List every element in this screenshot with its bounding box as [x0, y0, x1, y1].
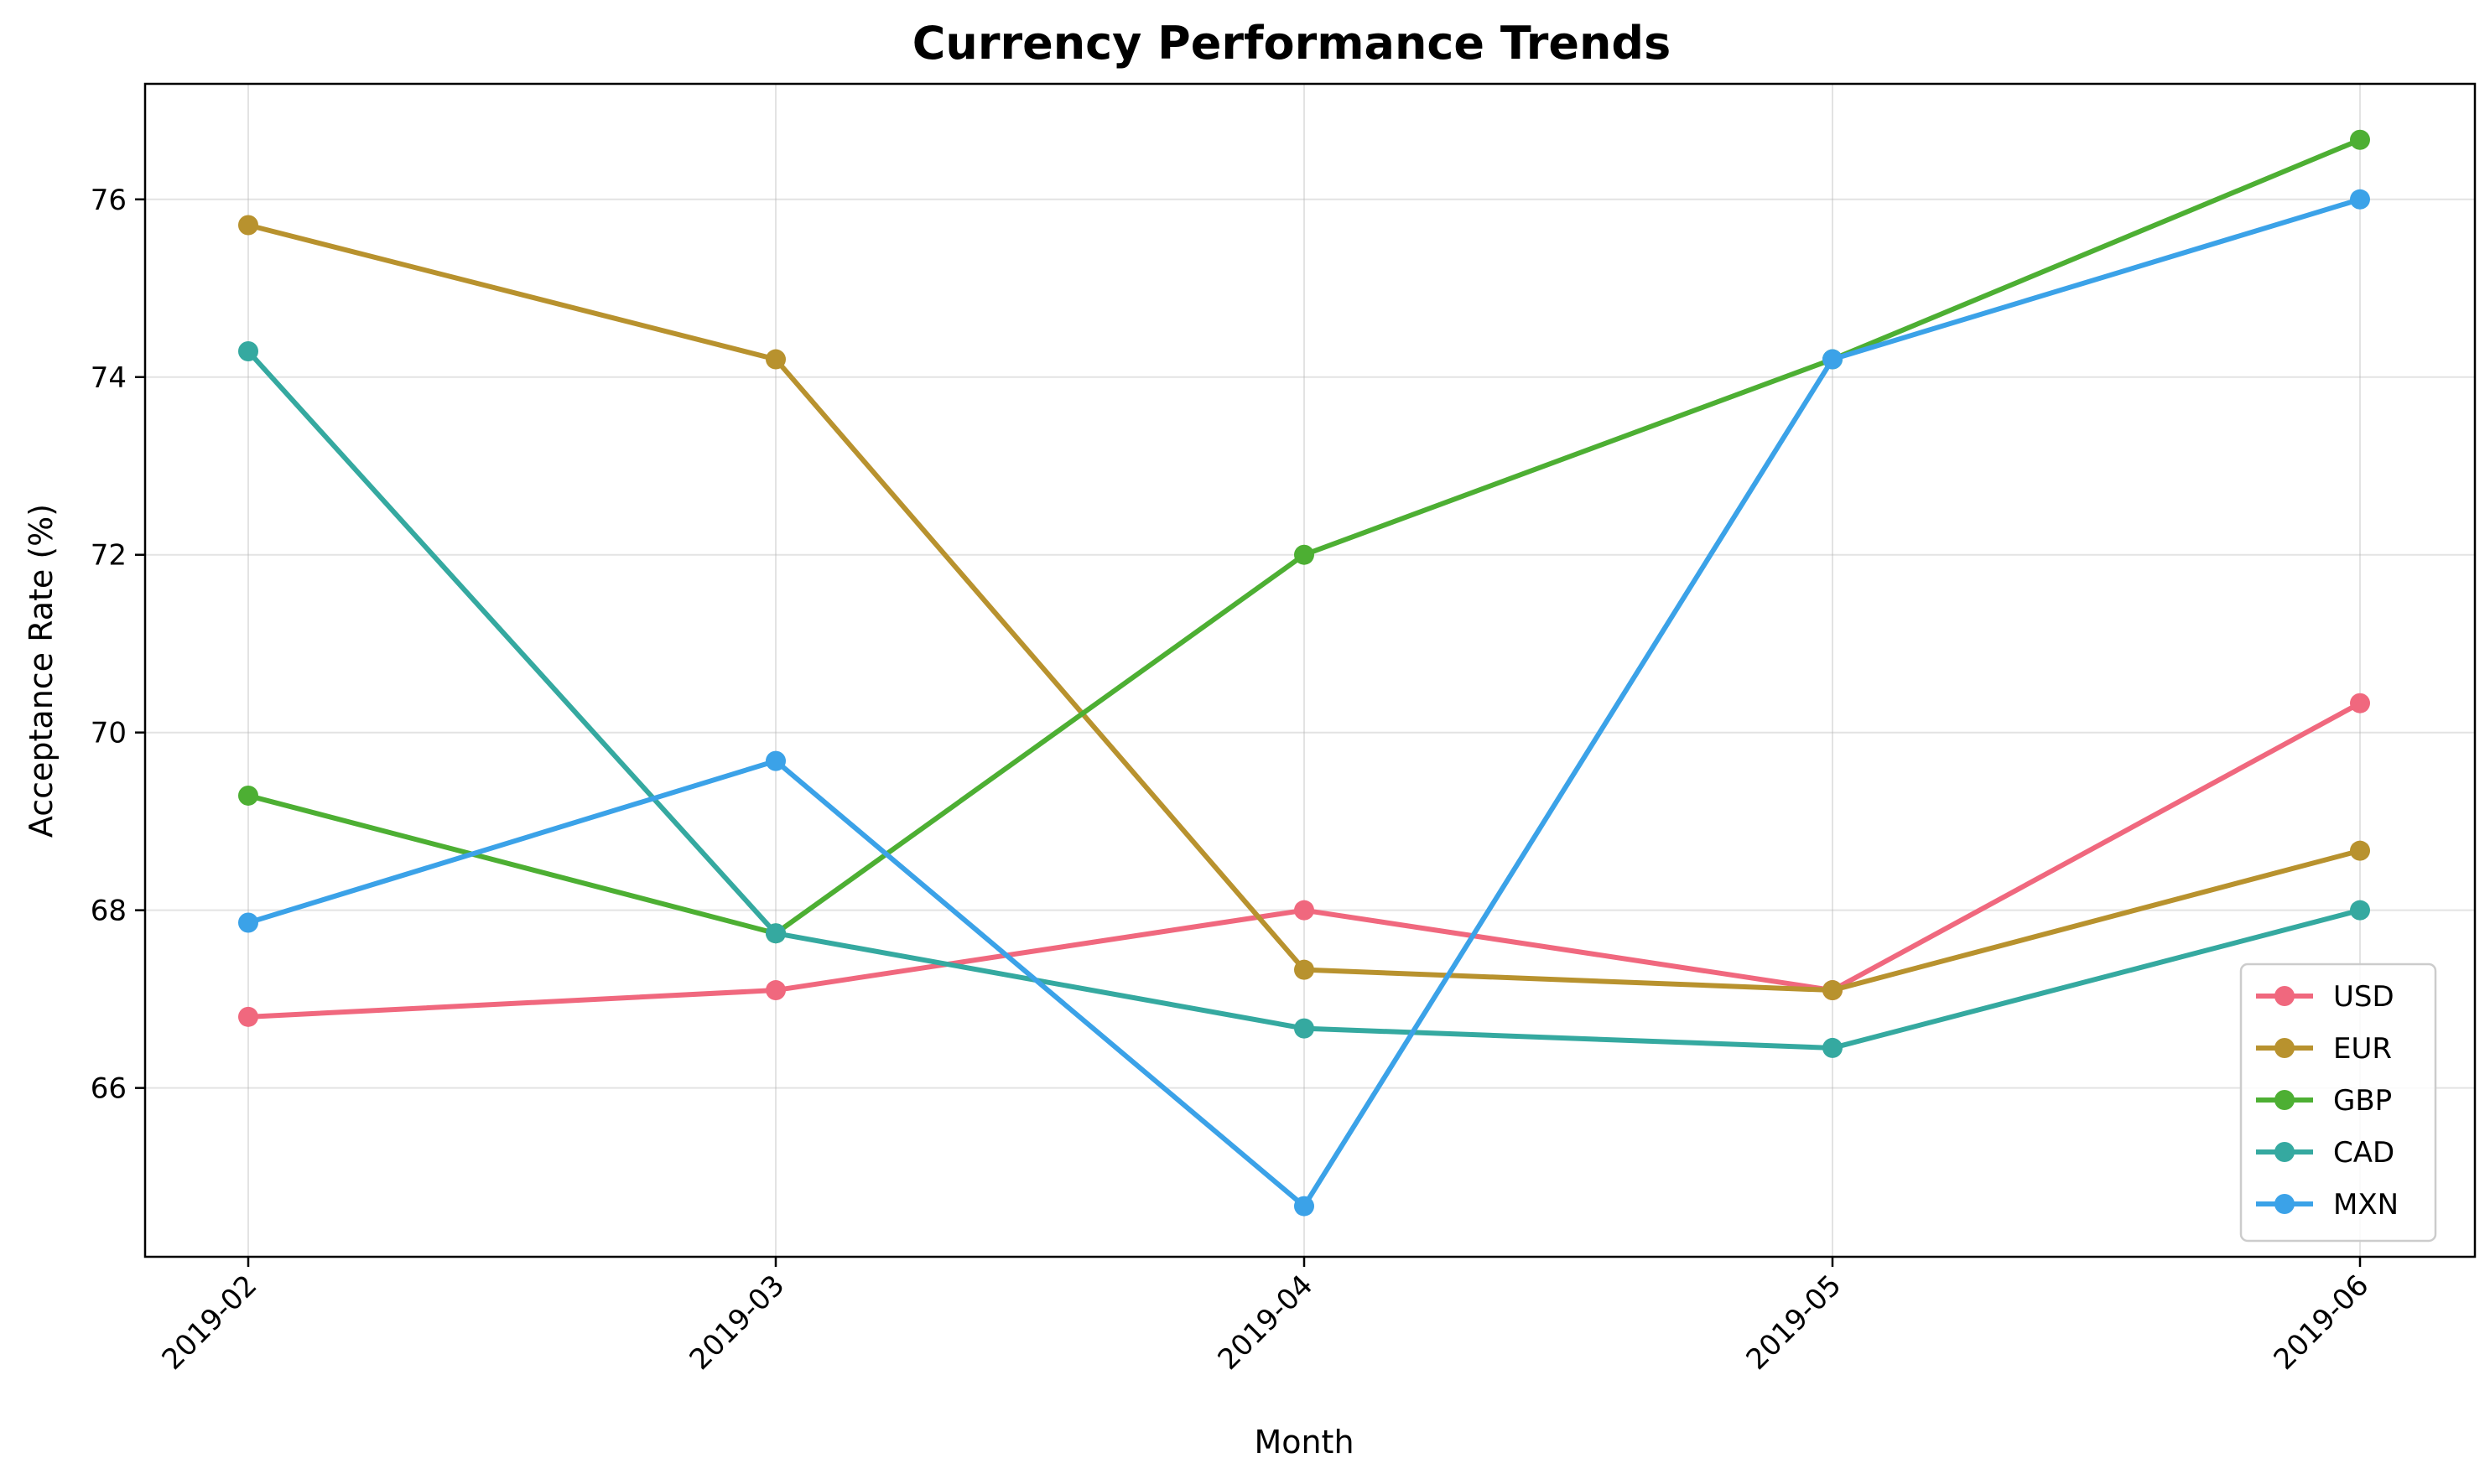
- data-point: [766, 349, 786, 370]
- data-point: [1822, 349, 1843, 370]
- y-tick-label: 68: [91, 895, 127, 928]
- legend-item-eur: EUR: [2256, 1032, 2392, 1066]
- x-tick-label: 2019-06: [2268, 1269, 2376, 1377]
- data-point: [1822, 1037, 1843, 1058]
- legend-label: EUR: [2333, 1032, 2392, 1066]
- chart-title: Currency Performance Trends: [912, 17, 1671, 70]
- data-point: [1294, 959, 1314, 980]
- legend-item-mxn: MXN: [2256, 1188, 2399, 1222]
- data-point: [1822, 980, 1843, 1001]
- legend-swatch-marker: [2274, 1090, 2295, 1110]
- legend-label: USD: [2333, 980, 2394, 1014]
- series-layer: [238, 129, 2370, 1217]
- gridlines: [145, 84, 2475, 1257]
- data-point: [1294, 900, 1314, 921]
- x-tick-label: 2019-05: [1740, 1269, 1848, 1377]
- data-point: [238, 785, 258, 806]
- y-tick-label: 76: [91, 184, 127, 217]
- x-axis-label: Month: [1254, 1424, 1354, 1461]
- legend-label: CAD: [2333, 1136, 2394, 1170]
- x-tick-label: 2019-02: [156, 1269, 264, 1377]
- data-point: [238, 912, 258, 933]
- x-tick-label: 2019-03: [684, 1269, 792, 1377]
- legend-item-cad: CAD: [2256, 1136, 2394, 1170]
- data-point: [1294, 1196, 1314, 1217]
- series-mxn: [238, 189, 2370, 1217]
- data-point: [766, 750, 786, 771]
- data-point: [2350, 693, 2370, 713]
- legend-label: MXN: [2333, 1188, 2399, 1222]
- data-point: [1294, 1018, 1314, 1039]
- data-point: [2350, 900, 2370, 921]
- legend: USD EUR GBP CAD MXN: [2239, 963, 2437, 1243]
- y-tick-label: 70: [91, 717, 127, 750]
- data-point: [2350, 840, 2370, 861]
- y-axis: 66 68 70 72 74 76: [91, 184, 145, 1106]
- legend-swatch-marker: [2274, 1038, 2295, 1058]
- legend-swatch-marker: [2274, 1194, 2295, 1214]
- legend-label: GBP: [2333, 1084, 2392, 1118]
- legend-box: [2239, 963, 2437, 1243]
- y-tick-label: 74: [91, 361, 127, 395]
- series-eur: [238, 215, 2370, 1001]
- data-point: [238, 215, 258, 236]
- data-point: [1294, 544, 1314, 565]
- data-point: [766, 923, 786, 944]
- x-tick-label: 2019-04: [1212, 1269, 1320, 1377]
- plot-area-frame: [143, 82, 2477, 1258]
- legend-swatch-marker: [2274, 1142, 2295, 1162]
- y-axis-label: Acceptance Rate (%): [23, 504, 60, 838]
- data-point: [238, 341, 258, 362]
- legend-swatch-marker: [2274, 986, 2295, 1006]
- legend-item-usd: USD: [2256, 980, 2394, 1014]
- data-point: [2350, 189, 2370, 210]
- y-tick-label: 66: [91, 1072, 127, 1106]
- data-point: [766, 980, 786, 1001]
- x-axis: 2019-02 2019-03 2019-04 2019-05 2019-06: [156, 1257, 2376, 1377]
- y-tick-label: 72: [91, 539, 127, 573]
- legend-item-gbp: GBP: [2256, 1084, 2392, 1118]
- data-point: [238, 1006, 258, 1027]
- data-point: [2350, 129, 2370, 150]
- series-cad: [238, 341, 2370, 1058]
